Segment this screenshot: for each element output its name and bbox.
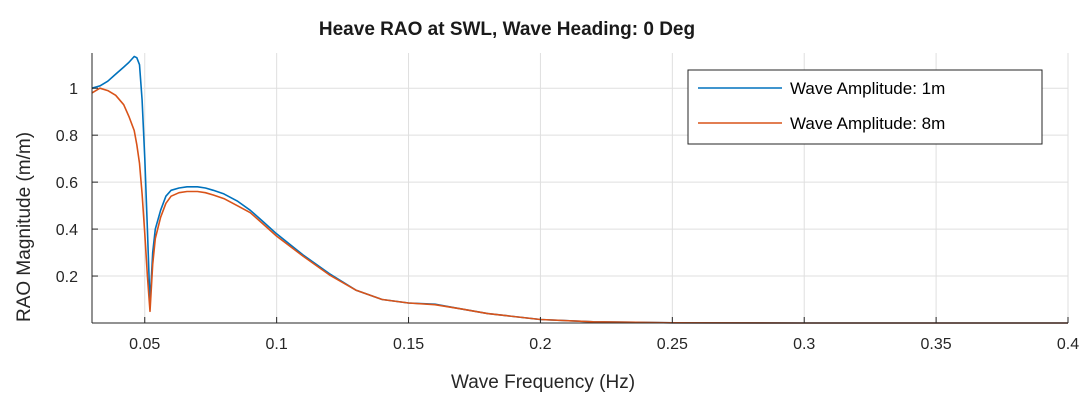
y-ticks: 0.2 0.4 0.6 0.8 1 (56, 81, 98, 286)
x-tick-label: 0.2 (529, 336, 551, 353)
x-tick-label: 0.4 (1057, 336, 1079, 353)
x-tick-label: 0.1 (266, 336, 288, 353)
y-tick-label: 0.2 (56, 269, 78, 286)
y-axis-label: RAO Magnitude (m/m) (14, 132, 35, 322)
legend-label-1: Wave Amplitude: 1m (790, 79, 945, 98)
y-tick-label: 0.4 (56, 222, 78, 239)
legend-label-2: Wave Amplitude: 8m (790, 114, 945, 133)
x-tick-label: 0.3 (793, 336, 815, 353)
x-ticks: 0.05 0.1 0.15 0.2 0.25 0.3 0.35 0.4 (129, 317, 1079, 353)
legend-box (687, 69, 1043, 145)
x-tick-label: 0.35 (921, 336, 952, 353)
axes (91, 53, 1068, 324)
x-tick-label: 0.05 (129, 336, 160, 353)
series-layer (91, 55, 1068, 324)
y-tick-label: 0.8 (56, 128, 78, 145)
chart-title: Heave RAO at SWL, Wave Heading: 0 Deg (319, 19, 695, 40)
y-tick-label: 1 (69, 81, 78, 98)
x-axis-label: Wave Frequency (Hz) (451, 372, 635, 393)
x-tick-label: 0.25 (657, 336, 688, 353)
series-line-2 (91, 87, 1068, 324)
legend: Wave Amplitude: 1m Wave Amplitude: 8m (687, 69, 1043, 145)
x-tick-label: 0.15 (393, 336, 424, 353)
y-tick-label: 0.6 (56, 175, 78, 192)
